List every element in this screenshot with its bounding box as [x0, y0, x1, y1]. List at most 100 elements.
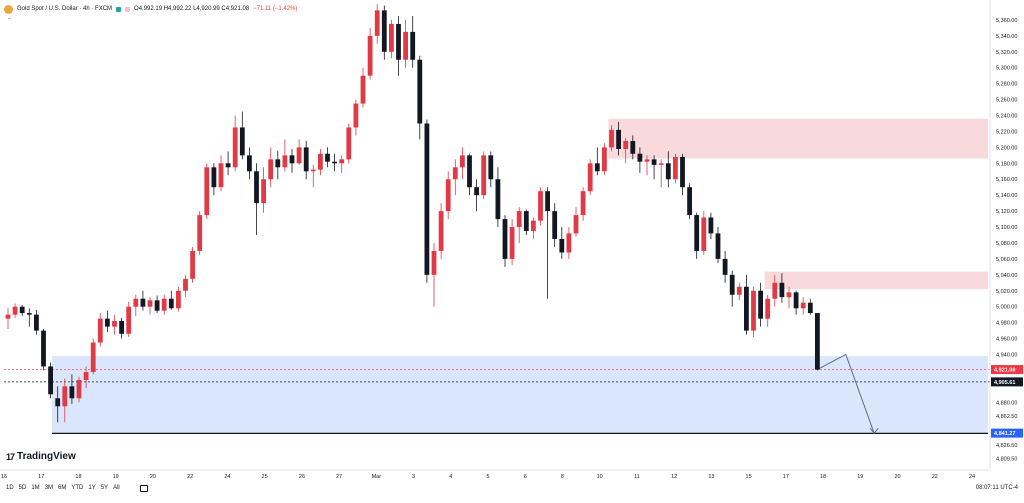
candle-body: [637, 153, 643, 162]
x-tick-label: 11: [634, 474, 640, 480]
candle-body: [268, 159, 274, 180]
candle-body: [765, 298, 771, 319]
candle-body: [353, 103, 359, 128]
calendar-icon[interactable]: [140, 485, 148, 492]
x-tick-label: 24: [969, 474, 975, 480]
x-tick-label: 22: [187, 474, 193, 480]
candle-body: [559, 238, 565, 253]
candle-body: [665, 163, 671, 180]
candle-body: [318, 153, 323, 170]
candle-body: [381, 10, 387, 52]
candle-body: [133, 298, 139, 307]
candle-body: [751, 290, 756, 331]
timeframe-button[interactable]: 3M: [44, 485, 54, 491]
candle-body: [800, 302, 806, 309]
candle-body: [651, 159, 657, 165]
timeframe-button[interactable]: 5D: [18, 485, 27, 491]
x-tick-label: 27: [336, 474, 342, 480]
y-tick-label: 5,280.00: [996, 82, 1017, 88]
candle-body: [346, 127, 352, 160]
projection-path: [817, 353, 875, 434]
candle-body: [211, 167, 217, 188]
candle-body: [197, 215, 203, 251]
candle-body: [694, 215, 700, 251]
y-tick-label: 5,120.00: [996, 209, 1017, 215]
x-tick-label: 10: [597, 474, 603, 480]
y-tick-label: 4,940.00: [996, 352, 1017, 358]
y-tick-label: 5,220.00: [996, 129, 1017, 135]
candle-body: [573, 215, 579, 234]
x-tick-label: 15: [746, 474, 752, 480]
candle-body: [602, 147, 607, 172]
supply-zone: [764, 271, 988, 290]
candle-body: [55, 398, 61, 407]
candle-body: [715, 233, 721, 259]
candle-body: [254, 171, 259, 204]
candle-body: [708, 217, 714, 234]
candle-body: [239, 127, 245, 156]
candle-body: [176, 290, 181, 309]
x-tick-label: 18: [75, 474, 81, 480]
x-tick-label: 17: [783, 474, 789, 480]
tradingview-watermark: 17 TradingView: [6, 451, 76, 462]
candle-body: [772, 282, 778, 299]
candle-body: [190, 250, 195, 279]
price-label: 4,921.08: [994, 368, 1015, 374]
price-label-box: [991, 428, 1023, 438]
timeframe-button[interactable]: 1M: [31, 485, 40, 491]
timeframe-button[interactable]: 1Y: [88, 485, 96, 491]
timeframe-button[interactable]: YTD: [71, 485, 84, 491]
candle-body: [673, 156, 678, 180]
x-tick-label: 12: [671, 474, 677, 480]
y-tick-label: 4,862.50: [996, 414, 1017, 420]
y-tick-label: 5,040.00: [996, 273, 1017, 279]
symbol-title[interactable]: Gold Spot / U.S. Dollar · 4h · FXCM: [17, 6, 113, 12]
timeframe-button[interactable]: 6M: [58, 485, 67, 491]
candle-body: [644, 159, 650, 162]
candle-body: [396, 23, 401, 60]
x-tick-label: 19: [113, 474, 119, 480]
candle-body: [389, 23, 394, 52]
candle-body: [247, 155, 252, 172]
candle-body: [531, 220, 536, 232]
candle-body: [282, 155, 288, 168]
collapse-legend-icon[interactable]: ⌃: [7, 18, 13, 24]
candle-body: [417, 59, 423, 124]
tradingview-wordmark: TradingView: [17, 451, 76, 462]
timeframe-button[interactable]: All: [113, 485, 120, 491]
y-tick-label: 5,320.00: [996, 50, 1017, 56]
y-tick-label: 5,100.00: [996, 225, 1017, 231]
candle-body: [34, 314, 39, 331]
candle-body: [736, 286, 742, 295]
ohlc-values: O4,992.19 H4,992.22 L4,920.99 C4,921.08: [134, 6, 250, 12]
candle-body: [630, 141, 636, 154]
flag-icon[interactable]: [125, 6, 131, 12]
price-axis[interactable]: [990, 0, 1024, 470]
candle-body: [147, 300, 153, 307]
candle-body: [815, 313, 820, 370]
candle-body: [623, 141, 629, 149]
y-tick-label: 5,340.00: [996, 34, 1017, 40]
candle-body: [509, 227, 515, 259]
utc-clock[interactable]: 08:07:11 UTC-4: [975, 485, 1018, 491]
x-tick-label: 24: [224, 474, 230, 480]
timeframe-button[interactable]: 1D: [6, 485, 14, 491]
candle-body: [126, 306, 132, 334]
x-tick-label: 25: [262, 474, 268, 480]
candle-body: [467, 155, 472, 188]
y-tick-label: 4,880.00: [996, 400, 1017, 406]
chart-header: Gold Spot / U.S. Dollar · 4h · FXCM O4,9…: [4, 2, 302, 16]
candle-body: [758, 290, 763, 319]
candle-body: [580, 191, 586, 216]
candle-body: [516, 211, 522, 228]
candle-body: [225, 163, 231, 168]
timeframe-button[interactable]: 5Y: [100, 485, 109, 491]
candle-body: [701, 217, 707, 251]
candle-body: [12, 306, 18, 315]
x-tick-label: 8: [561, 474, 564, 480]
y-tick-label: 5,260.00: [996, 98, 1017, 104]
price-change: −71.11 (−1.42%): [253, 6, 298, 12]
candle-body: [609, 129, 614, 148]
